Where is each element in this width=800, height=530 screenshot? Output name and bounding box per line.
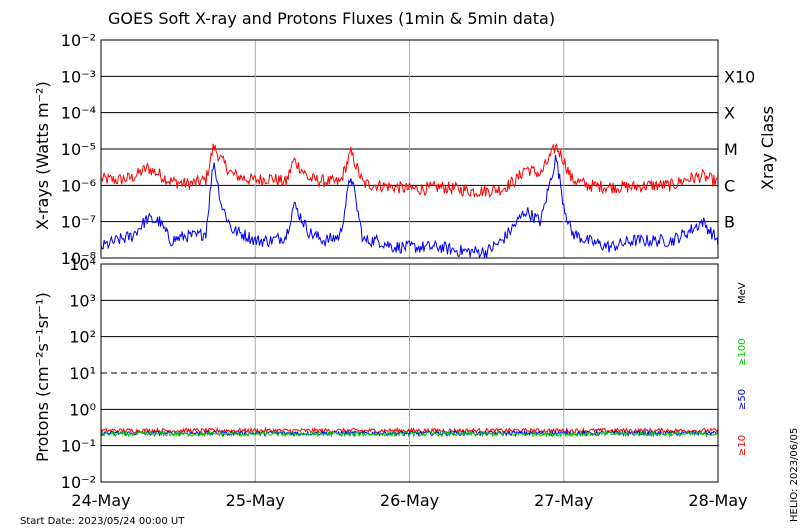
legend-ge10: ≥10 [737,435,748,456]
y-tick-label: 10³ [69,291,96,310]
y-tick-label: 10⁻² [61,473,96,492]
x-tick-label: 25-May [226,491,285,510]
xray-y-axis-label: X-rays (Watts m⁻²) [33,81,52,230]
xray-y2-axis-label: Xray Class [758,106,777,190]
xray-y-tick-labels: 10⁻⁸ 10⁻⁷ 10⁻⁶ 10⁻⁵ 10⁻⁴ 10⁻³ 10⁻² [61,31,96,268]
x-tick-labels: 24-May 25-May 26-May 27-May 28-May [71,491,747,510]
xray-class-label: X [724,104,735,123]
y-tick-label: 10⁻² [61,31,96,50]
proton-panel: 10⁻² 10⁻¹ 10⁰ 10¹ 10² 10³ 10⁴ Protons (cm⁻²s⁻¹… [33,255,748,492]
proton-unit-label: MeV [737,282,748,304]
xray-class-label: M [724,140,738,159]
y-tick-label: 10⁻⁵ [61,140,96,159]
y-tick-label: 10⁻¹ [61,437,96,456]
proton-plot-frame [100,263,719,483]
proton-y-tick-labels: 10⁻² 10⁻¹ 10⁰ 10¹ 10² 10³ 10⁴ [61,255,96,492]
proton-y-axis-label: Protons (cm⁻²s⁻¹sr⁻¹) [33,292,52,462]
xray-class-label: B [724,213,735,232]
y-tick-label: 10⁴ [69,255,96,274]
series-line-short [100,154,719,259]
helio-date-label: HELIO: 2023/06/05 [789,428,800,522]
chart-title: GOES Soft X-ray and Protons Fluxes (1min… [108,9,555,28]
y-tick-label: 10⁻⁸ [61,249,96,268]
start-date-label: Start Date: 2023/05/24 00:00 UT [20,516,185,527]
xray-plot-frame [100,39,719,259]
series-line-ge10 [100,426,719,435]
xray-class-label: C [724,176,735,195]
y-tick-label: 10⁻³ [61,67,96,86]
y-tick-label: 10¹ [69,364,96,383]
x-tick-label: 27-May [534,491,593,510]
y-tick-label: 10⁰ [69,400,96,419]
y-tick-label: 10² [69,328,96,347]
y-tick-label: 10⁻⁷ [61,213,96,232]
legend-ge50: ≥50 [737,389,748,410]
y-tick-label: 10⁻⁶ [61,176,96,195]
xray-class-label: X10 [724,67,755,86]
y-tick-label: 10⁻⁴ [61,104,96,123]
legend-ge100: ≥100 [737,339,748,366]
x-tick-label: 28-May [688,491,747,510]
series-line-long [100,142,719,199]
xray-series-group [100,142,719,259]
proton-series-group [100,426,719,438]
x-tick-label: 26-May [380,491,439,510]
xray-gridlines [101,40,718,258]
proton-gridlines [101,264,718,482]
x-tick-label: 24-May [71,491,130,510]
series-line-ge100 [100,430,719,438]
